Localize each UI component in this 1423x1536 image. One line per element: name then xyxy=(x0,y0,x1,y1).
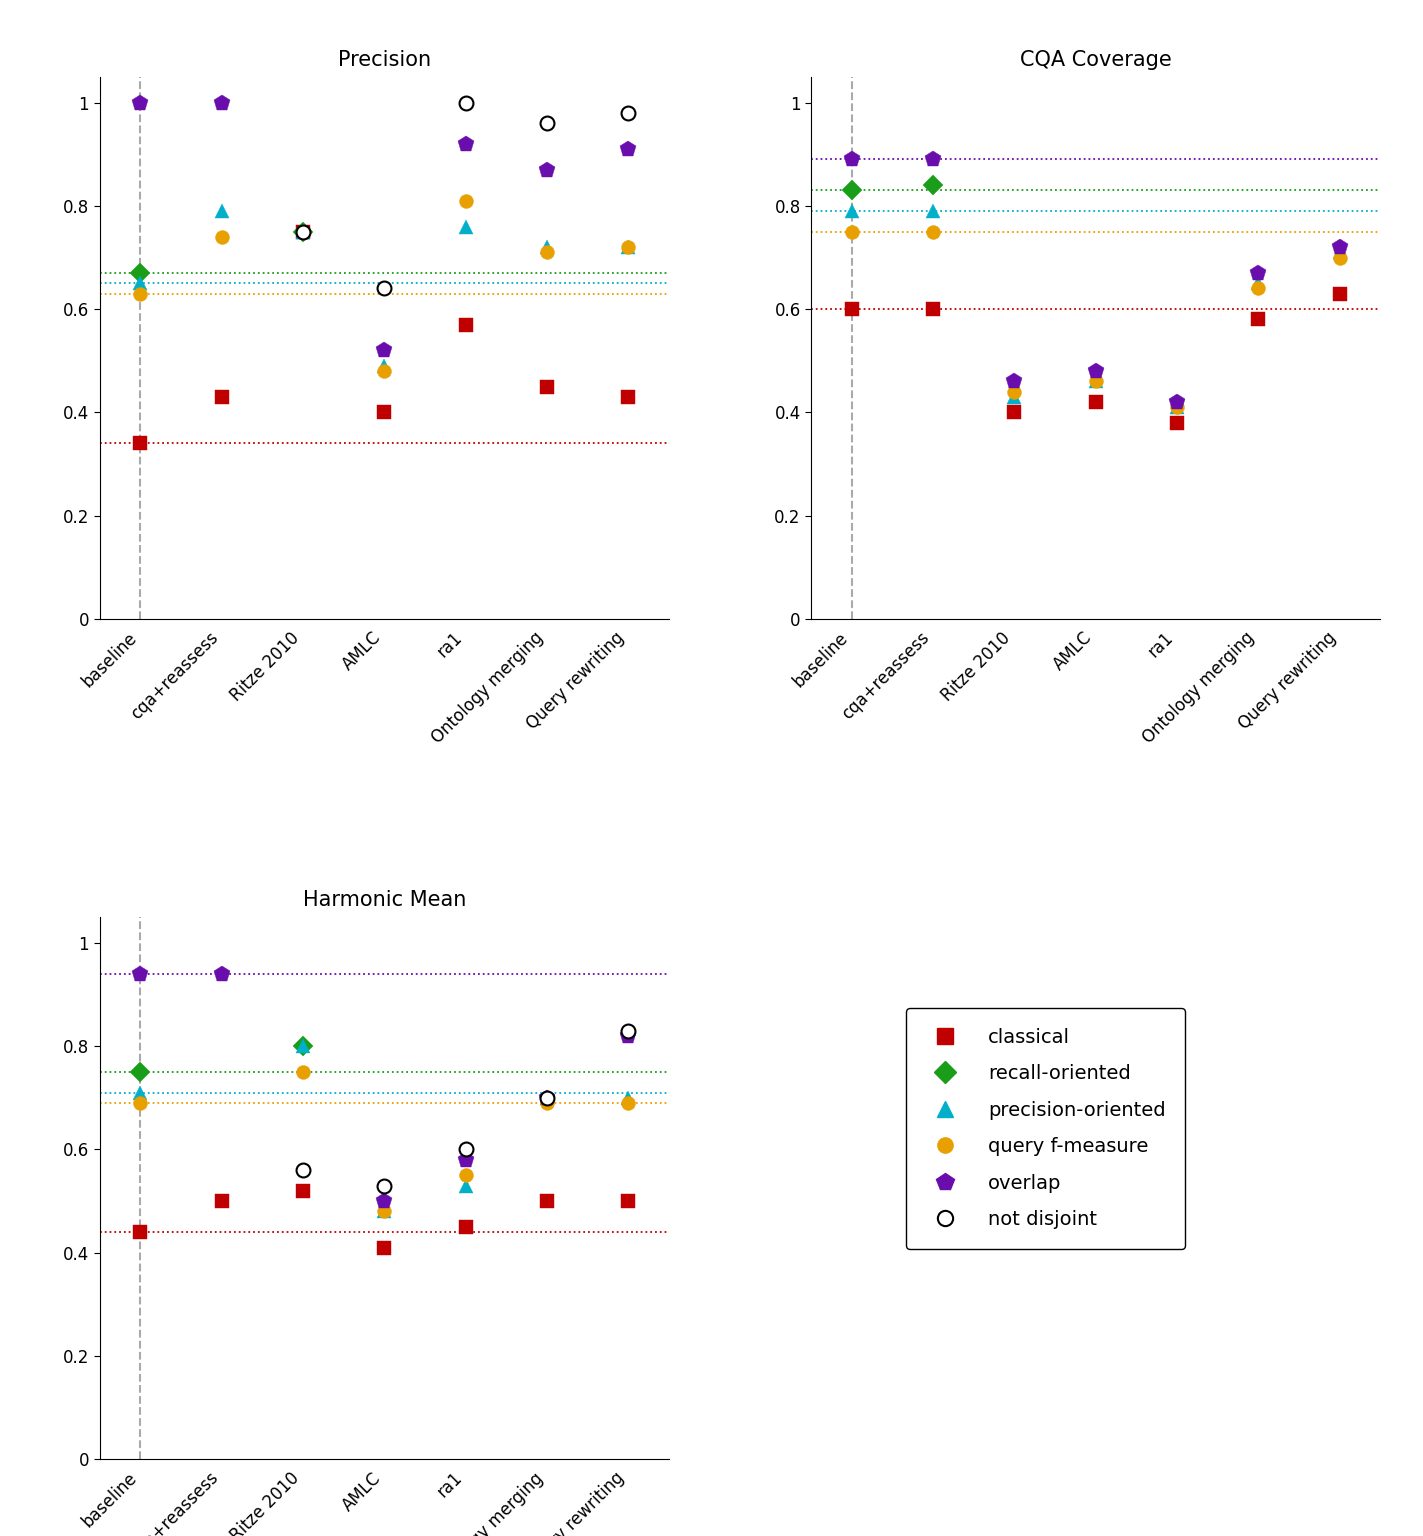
Title: Harmonic Mean: Harmonic Mean xyxy=(303,889,465,909)
Title: Precision: Precision xyxy=(337,49,431,69)
Legend: classical, recall-oriented, precision-oriented, query f-measure, overlap, not di: classical, recall-oriented, precision-or… xyxy=(906,1008,1185,1249)
Title: CQA Coverage: CQA Coverage xyxy=(1020,49,1171,69)
